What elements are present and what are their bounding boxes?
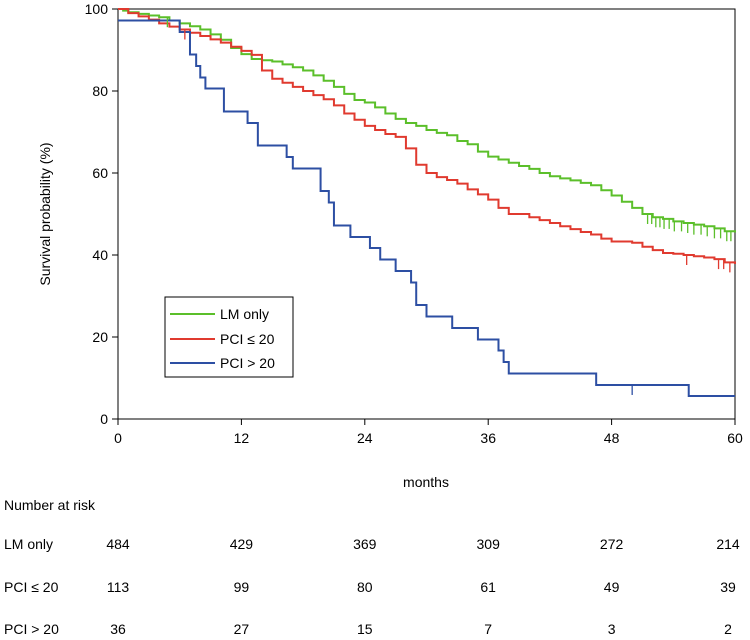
x-tick-label: 48 [604,430,620,446]
risk-cell: 484 [106,536,130,552]
x-axis-title: months [403,474,449,490]
plot-frame [117,8,736,420]
y-tick-label: 80 [92,83,108,99]
risk-cell: 2 [724,621,732,637]
risk-cell: 3 [607,621,616,637]
y-axis-title: Survival probability (%) [37,142,53,285]
y-tick-label: 20 [92,329,108,345]
series-layer [118,8,736,398]
risk-cell: 61 [480,579,496,595]
risk-cell: 80 [357,579,373,595]
x-tick-label: 12 [234,430,250,446]
risk-cell: 113 [106,579,130,595]
risk-cell: 36 [110,621,126,637]
series-line-0 [118,8,736,233]
legend-label-lm-only: LM only [220,306,269,322]
legend-label-pci-le-20: PCI ≤ 20 [220,331,275,347]
risk-cell: 309 [476,536,500,552]
risk-cell: 39 [720,579,736,595]
risk-cell: 214 [716,536,740,552]
risk-table-title: Number at risk [4,497,96,513]
series-line-1 [118,8,736,265]
risk-cell: 272 [599,536,624,552]
y-tick-label: 60 [92,165,108,181]
risk-cell: 49 [603,579,620,595]
x-tick-label: 0 [114,430,122,446]
censor-marks [166,17,732,395]
y-tick-label: 0 [100,411,108,427]
risk-row-label: PCI ≤ 20 [4,579,59,595]
x-tick-label: 60 [727,430,743,446]
y-axis: 0 20 40 60 80 100 [85,1,118,427]
series-line-2 [118,19,735,398]
risk-cell: 7 [484,621,493,637]
risk-row-label: LM only [4,536,54,552]
risk-cell: 15 [357,621,373,637]
x-tick-label: 36 [480,430,496,446]
legend-label-pci-gt-20: PCI > 20 [220,355,275,371]
risk-cell: 27 [233,621,250,637]
risk-cell: 429 [229,536,254,552]
risk-row-label: PCI > 20 [4,621,59,637]
risk-cell: 369 [353,536,377,552]
y-tick-label: 100 [85,1,109,17]
risk-cell: 99 [233,579,250,595]
x-tick-label: 24 [357,430,373,446]
y-tick-label: 40 [92,247,108,263]
x-axis: 0 12 24 36 48 60 [114,419,743,446]
legend: LM only PCI ≤ 20 PCI > 20 [164,296,294,378]
